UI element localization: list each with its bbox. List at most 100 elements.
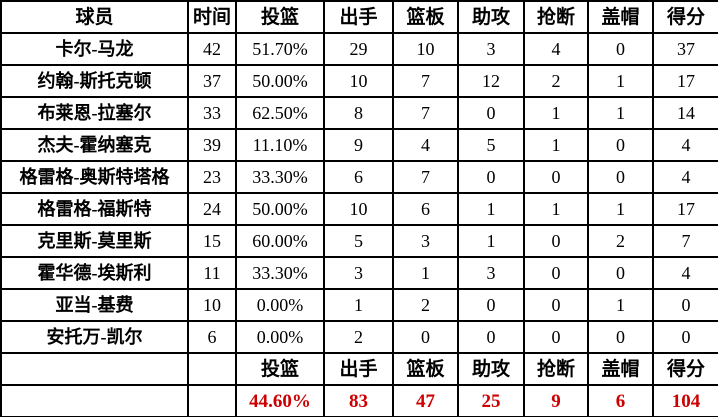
col-header-points: 得分 bbox=[652, 0, 718, 34]
stat-blocks: 0 bbox=[587, 32, 654, 66]
stat-points: 17 bbox=[652, 192, 718, 226]
empty-cell bbox=[187, 384, 237, 417]
stat-points: 37 bbox=[652, 32, 718, 66]
stat-steals: 1 bbox=[523, 96, 589, 130]
player-name: 卡尔-马龙 bbox=[0, 32, 189, 66]
stat-assists: 3 bbox=[457, 32, 525, 66]
stat-rebounds: 10 bbox=[392, 32, 459, 66]
stat-fga: 29 bbox=[323, 32, 394, 66]
stat-fga: 2 bbox=[323, 320, 394, 354]
stat-fg-pct: 50.00% bbox=[235, 192, 325, 226]
stat-minutes: 24 bbox=[187, 192, 237, 226]
stat-rebounds: 7 bbox=[392, 160, 459, 194]
stat-blocks: 0 bbox=[587, 160, 654, 194]
stat-points: 14 bbox=[652, 96, 718, 130]
stat-fga: 3 bbox=[323, 256, 394, 290]
stat-rebounds: 7 bbox=[392, 64, 459, 98]
stat-fg-pct: 0.00% bbox=[235, 320, 325, 354]
stat-fga: 5 bbox=[323, 224, 394, 258]
total-steals: 9 bbox=[523, 384, 589, 417]
stat-assists: 0 bbox=[457, 160, 525, 194]
footer-label-fga: 出手 bbox=[323, 352, 394, 386]
stat-steals: 0 bbox=[523, 320, 589, 354]
empty-cell bbox=[0, 352, 189, 386]
stat-points: 4 bbox=[652, 160, 718, 194]
stat-fga: 1 bbox=[323, 288, 394, 322]
footer-label-assists: 助攻 bbox=[457, 352, 525, 386]
stat-steals: 1 bbox=[523, 192, 589, 226]
stat-points: 4 bbox=[652, 256, 718, 290]
stat-fg-pct: 33.30% bbox=[235, 256, 325, 290]
stat-blocks: 0 bbox=[587, 256, 654, 290]
stat-fg-pct: 11.10% bbox=[235, 128, 325, 162]
footer-label-blocks: 盖帽 bbox=[587, 352, 654, 386]
total-rebounds: 47 bbox=[392, 384, 459, 417]
table-row: 布莱恩-拉塞尔 33 62.50% 8 7 0 1 1 14 bbox=[0, 96, 718, 130]
total-fg-pct: 44.60% bbox=[235, 384, 325, 417]
stat-fga: 6 bbox=[323, 160, 394, 194]
stat-blocks: 0 bbox=[587, 320, 654, 354]
player-name: 杰夫-霍纳塞克 bbox=[0, 128, 189, 162]
stat-blocks: 1 bbox=[587, 96, 654, 130]
stat-rebounds: 0 bbox=[392, 320, 459, 354]
total-blocks: 6 bbox=[587, 384, 654, 417]
player-name: 霍华德-埃斯利 bbox=[0, 256, 189, 290]
table-row: 约翰-斯托克顿 37 50.00% 10 7 12 2 1 17 bbox=[0, 64, 718, 98]
player-name: 安托万-凯尔 bbox=[0, 320, 189, 354]
totals-label-row: 投篮 出手 篮板 助攻 抢断 盖帽 得分 bbox=[0, 352, 718, 386]
footer-label-fg-pct: 投篮 bbox=[235, 352, 325, 386]
player-name: 亚当-基费 bbox=[0, 288, 189, 322]
footer-label-steals: 抢断 bbox=[523, 352, 589, 386]
player-name: 克里斯-莫里斯 bbox=[0, 224, 189, 258]
stat-rebounds: 1 bbox=[392, 256, 459, 290]
stat-rebounds: 4 bbox=[392, 128, 459, 162]
stat-minutes: 33 bbox=[187, 96, 237, 130]
table-row: 霍华德-埃斯利 11 33.30% 3 1 3 0 0 4 bbox=[0, 256, 718, 290]
stat-rebounds: 2 bbox=[392, 288, 459, 322]
stat-steals: 0 bbox=[523, 224, 589, 258]
player-name: 布莱恩-拉塞尔 bbox=[0, 96, 189, 130]
table-row: 亚当-基费 10 0.00% 1 2 0 0 1 0 bbox=[0, 288, 718, 322]
total-assists: 25 bbox=[457, 384, 525, 417]
stat-fg-pct: 51.70% bbox=[235, 32, 325, 66]
footer-label-rebounds: 篮板 bbox=[392, 352, 459, 386]
stat-points: 7 bbox=[652, 224, 718, 258]
stat-steals: 2 bbox=[523, 64, 589, 98]
table-row: 克里斯-莫里斯 15 60.00% 5 3 1 0 2 7 bbox=[0, 224, 718, 258]
col-header-rebounds: 篮板 bbox=[392, 0, 459, 34]
stat-steals: 1 bbox=[523, 128, 589, 162]
table-row: 杰夫-霍纳塞克 39 11.10% 9 4 5 1 0 4 bbox=[0, 128, 718, 162]
col-header-minutes: 时间 bbox=[187, 0, 237, 34]
stat-assists: 12 bbox=[457, 64, 525, 98]
stat-rebounds: 6 bbox=[392, 192, 459, 226]
stat-rebounds: 3 bbox=[392, 224, 459, 258]
stat-fg-pct: 33.30% bbox=[235, 160, 325, 194]
stat-rebounds: 7 bbox=[392, 96, 459, 130]
stat-fg-pct: 0.00% bbox=[235, 288, 325, 322]
stat-blocks: 1 bbox=[587, 288, 654, 322]
stat-minutes: 39 bbox=[187, 128, 237, 162]
stat-minutes: 42 bbox=[187, 32, 237, 66]
col-header-player: 球员 bbox=[0, 0, 189, 34]
stat-steals: 0 bbox=[523, 288, 589, 322]
stat-assists: 0 bbox=[457, 288, 525, 322]
empty-cell bbox=[187, 352, 237, 386]
player-name: 约翰-斯托克顿 bbox=[0, 64, 189, 98]
stat-minutes: 23 bbox=[187, 160, 237, 194]
stat-points: 0 bbox=[652, 288, 718, 322]
stat-fga: 8 bbox=[323, 96, 394, 130]
stat-fg-pct: 50.00% bbox=[235, 64, 325, 98]
col-header-steals: 抢断 bbox=[523, 0, 589, 34]
stat-assists: 5 bbox=[457, 128, 525, 162]
totals-row: 44.60% 83 47 25 9 6 104 bbox=[0, 384, 718, 417]
total-fga: 83 bbox=[323, 384, 394, 417]
col-header-blocks: 盖帽 bbox=[587, 0, 654, 34]
stat-steals: 4 bbox=[523, 32, 589, 66]
stat-points: 0 bbox=[652, 320, 718, 354]
table-row: 格雷格-奥斯特塔格 23 33.30% 6 7 0 0 0 4 bbox=[0, 160, 718, 194]
col-header-fga: 出手 bbox=[323, 0, 394, 34]
table-row: 卡尔-马龙 42 51.70% 29 10 3 4 0 37 bbox=[0, 32, 718, 66]
stat-minutes: 37 bbox=[187, 64, 237, 98]
col-header-fg-pct: 投篮 bbox=[235, 0, 325, 34]
table-row: 安托万-凯尔 6 0.00% 2 0 0 0 0 0 bbox=[0, 320, 718, 354]
